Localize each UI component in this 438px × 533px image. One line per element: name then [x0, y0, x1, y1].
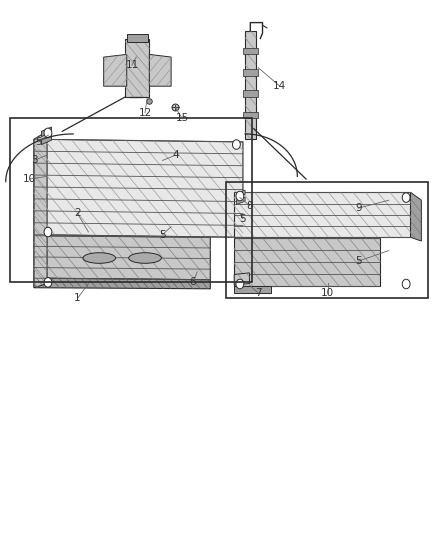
Circle shape	[402, 193, 410, 203]
Text: 4: 4	[172, 150, 179, 160]
Polygon shape	[237, 197, 245, 205]
Text: 5: 5	[159, 230, 166, 240]
Polygon shape	[42, 135, 51, 144]
Text: 15: 15	[175, 113, 189, 123]
Text: 10: 10	[23, 174, 36, 184]
Polygon shape	[243, 69, 258, 76]
Text: 11: 11	[125, 60, 138, 70]
Polygon shape	[149, 54, 171, 86]
Circle shape	[233, 140, 240, 149]
Polygon shape	[42, 127, 51, 136]
Polygon shape	[234, 286, 271, 293]
Text: 1: 1	[74, 293, 81, 303]
Text: 8: 8	[246, 200, 253, 211]
Text: 3: 3	[31, 156, 37, 165]
Polygon shape	[243, 91, 258, 97]
Circle shape	[402, 279, 410, 289]
Polygon shape	[243, 112, 258, 118]
Circle shape	[236, 279, 244, 289]
Text: 5: 5	[355, 256, 362, 266]
Polygon shape	[234, 238, 380, 286]
Text: 5: 5	[35, 137, 42, 147]
Polygon shape	[34, 278, 210, 289]
Ellipse shape	[83, 253, 116, 263]
Polygon shape	[243, 48, 258, 54]
Ellipse shape	[129, 253, 161, 263]
Polygon shape	[245, 30, 256, 139]
Polygon shape	[34, 139, 243, 237]
Text: 14: 14	[273, 81, 286, 91]
Text: 9: 9	[355, 203, 362, 213]
Polygon shape	[34, 131, 47, 288]
Polygon shape	[410, 192, 421, 241]
Text: 10: 10	[321, 288, 334, 298]
Text: 12: 12	[138, 108, 152, 118]
Text: 6: 6	[190, 277, 196, 287]
Circle shape	[236, 191, 244, 201]
Text: 2: 2	[74, 208, 81, 219]
Polygon shape	[234, 273, 250, 285]
Circle shape	[44, 227, 52, 237]
Polygon shape	[34, 236, 210, 280]
Text: 5: 5	[240, 214, 246, 224]
Polygon shape	[127, 34, 148, 42]
Polygon shape	[237, 190, 245, 198]
Polygon shape	[234, 192, 410, 237]
Text: 7: 7	[255, 288, 261, 298]
Polygon shape	[125, 38, 149, 97]
Circle shape	[44, 278, 52, 287]
Circle shape	[44, 128, 52, 138]
Polygon shape	[104, 54, 127, 86]
